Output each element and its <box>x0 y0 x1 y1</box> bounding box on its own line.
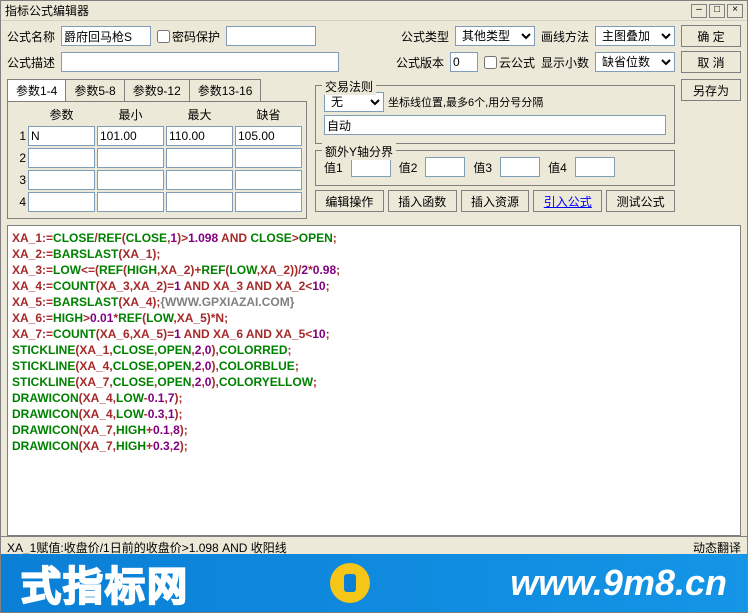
top-form: 公式名称 密码保护 公式类型 其他类型 画线方法 主图叠加 确 定 公式描述 公… <box>1 21 747 77</box>
label-version: 公式版本 <box>396 54 444 71</box>
maximize-button[interactable]: □ <box>709 4 725 18</box>
param-name-input[interactable] <box>28 148 95 168</box>
cloud-label: 云公式 <box>499 54 535 71</box>
tab-params-3[interactable]: 参数9-12 <box>124 79 190 101</box>
cancel-button[interactable]: 取 消 <box>681 51 741 73</box>
save-as-button[interactable]: 另存为 <box>681 79 741 101</box>
window-title: 指标公式编辑器 <box>5 2 89 19</box>
val4-input[interactable] <box>575 157 615 177</box>
label-desc: 公式描述 <box>7 54 55 71</box>
param-min-input[interactable] <box>97 170 164 190</box>
watermark-right: www.9m8.cn <box>510 562 727 604</box>
edit-op-button[interactable]: 编辑操作 <box>315 190 384 212</box>
param-def-input[interactable] <box>235 192 302 212</box>
param-name-input[interactable] <box>28 192 95 212</box>
pwd-checkbox-wrap[interactable]: 密码保护 <box>157 28 220 45</box>
param-name-input[interactable] <box>28 126 95 146</box>
pwd-checkbox[interactable] <box>157 30 170 43</box>
status-right: 动态翻译 <box>693 539 741 552</box>
ok-button[interactable]: 确 定 <box>681 25 741 47</box>
version-input[interactable] <box>450 52 478 72</box>
tab-params-4[interactable]: 参数13-16 <box>189 79 262 101</box>
param-tabs: 参数1-4参数5-8参数9-12参数13-16 <box>7 79 307 101</box>
test-formula-button[interactable]: 测试公式 <box>606 190 675 212</box>
param-row: 3 <box>12 170 302 190</box>
param-def-input[interactable] <box>235 170 302 190</box>
import-formula-button[interactable]: 引入公式 <box>533 190 602 212</box>
trade-rule-fieldset: 交易法则 无 坐标线位置,最多6个,用分号分隔 <box>315 85 675 144</box>
param-min-input[interactable] <box>97 148 164 168</box>
rule-hint: 坐标线位置,最多6个,用分号分隔 <box>388 94 543 110</box>
draw-select[interactable]: 主图叠加 <box>595 26 675 46</box>
param-row: 1 <box>12 126 302 146</box>
type-select[interactable]: 其他类型 <box>455 26 535 46</box>
titlebar: 指标公式编辑器 – □ × <box>1 1 747 21</box>
param-def-input[interactable] <box>235 148 302 168</box>
param-max-input[interactable] <box>166 192 233 212</box>
name-input[interactable] <box>61 26 151 46</box>
cloud-checkbox[interactable] <box>484 56 497 69</box>
close-button[interactable]: × <box>727 4 743 18</box>
watermark-icon <box>330 563 370 603</box>
label-type: 公式类型 <box>401 28 449 45</box>
tab-params-1[interactable]: 参数1-4 <box>7 79 66 101</box>
params-header: 参数 最小 最大 缺省 <box>12 106 302 123</box>
extra-axis-fieldset: 额外Y轴分界 值1 值2 值3 值4 <box>315 150 675 186</box>
params-panel: 参数1-4参数5-8参数9-12参数13-16 参数 最小 最大 缺省 1234 <box>7 79 307 219</box>
param-max-input[interactable] <box>166 126 233 146</box>
param-row: 2 <box>12 148 302 168</box>
trade-rule-legend: 交易法则 <box>322 78 376 95</box>
pwd-label: 密码保护 <box>172 28 220 45</box>
tab-params-2[interactable]: 参数5-8 <box>65 79 124 101</box>
cloud-checkbox-wrap[interactable]: 云公式 <box>484 54 535 71</box>
params-body: 参数 最小 最大 缺省 1234 <box>7 101 307 219</box>
param-min-input[interactable] <box>97 192 164 212</box>
extra-axis-legend: 额外Y轴分界 <box>322 143 396 160</box>
insert-func-button[interactable]: 插入函数 <box>388 190 457 212</box>
rule-select[interactable]: 无 <box>324 92 384 112</box>
code-editor[interactable]: XA_1:=CLOSE/REF(CLOSE,1)>1.098 AND CLOSE… <box>7 225 741 536</box>
desc-input[interactable] <box>61 52 339 72</box>
minimize-button[interactable]: – <box>691 4 707 18</box>
decimal-select[interactable]: 缺省位数 <box>595 52 675 72</box>
right-panel: 交易法则 无 坐标线位置,最多6个,用分号分隔 额外Y轴分界 值1 <box>315 79 741 219</box>
val1-input[interactable] <box>351 157 391 177</box>
param-def-input[interactable] <box>235 126 302 146</box>
val3-input[interactable] <box>500 157 540 177</box>
param-max-input[interactable] <box>166 148 233 168</box>
middle-area: 参数1-4参数5-8参数9-12参数13-16 参数 最小 最大 缺省 1234… <box>1 77 747 225</box>
label-decimal: 显示小数 <box>541 54 589 71</box>
val2-input[interactable] <box>425 157 465 177</box>
param-min-input[interactable] <box>97 126 164 146</box>
label-draw: 画线方法 <box>541 28 589 45</box>
param-row: 4 <box>12 192 302 212</box>
insert-res-button[interactable]: 插入资源 <box>461 190 530 212</box>
watermark: 式指标网 www.9m8.cn <box>1 554 747 612</box>
pwd-input[interactable] <box>226 26 316 46</box>
editor-window: 指标公式编辑器 – □ × 公式名称 密码保护 公式类型 其他类型 画线方法 主… <box>0 0 748 613</box>
watermark-left: 式指标网 <box>21 554 189 612</box>
status-left: XA_1赋值:收盘价/1日前的收盘价>1.098 AND 收阳线 <box>7 539 287 552</box>
window-buttons: – □ × <box>691 4 743 18</box>
param-max-input[interactable] <box>166 170 233 190</box>
param-name-input[interactable] <box>28 170 95 190</box>
label-name: 公式名称 <box>7 28 55 45</box>
rule-auto-input[interactable] <box>324 115 666 135</box>
status-bar: XA_1赋值:收盘价/1日前的收盘价>1.098 AND 收阳线 动态翻译 <box>1 536 747 554</box>
